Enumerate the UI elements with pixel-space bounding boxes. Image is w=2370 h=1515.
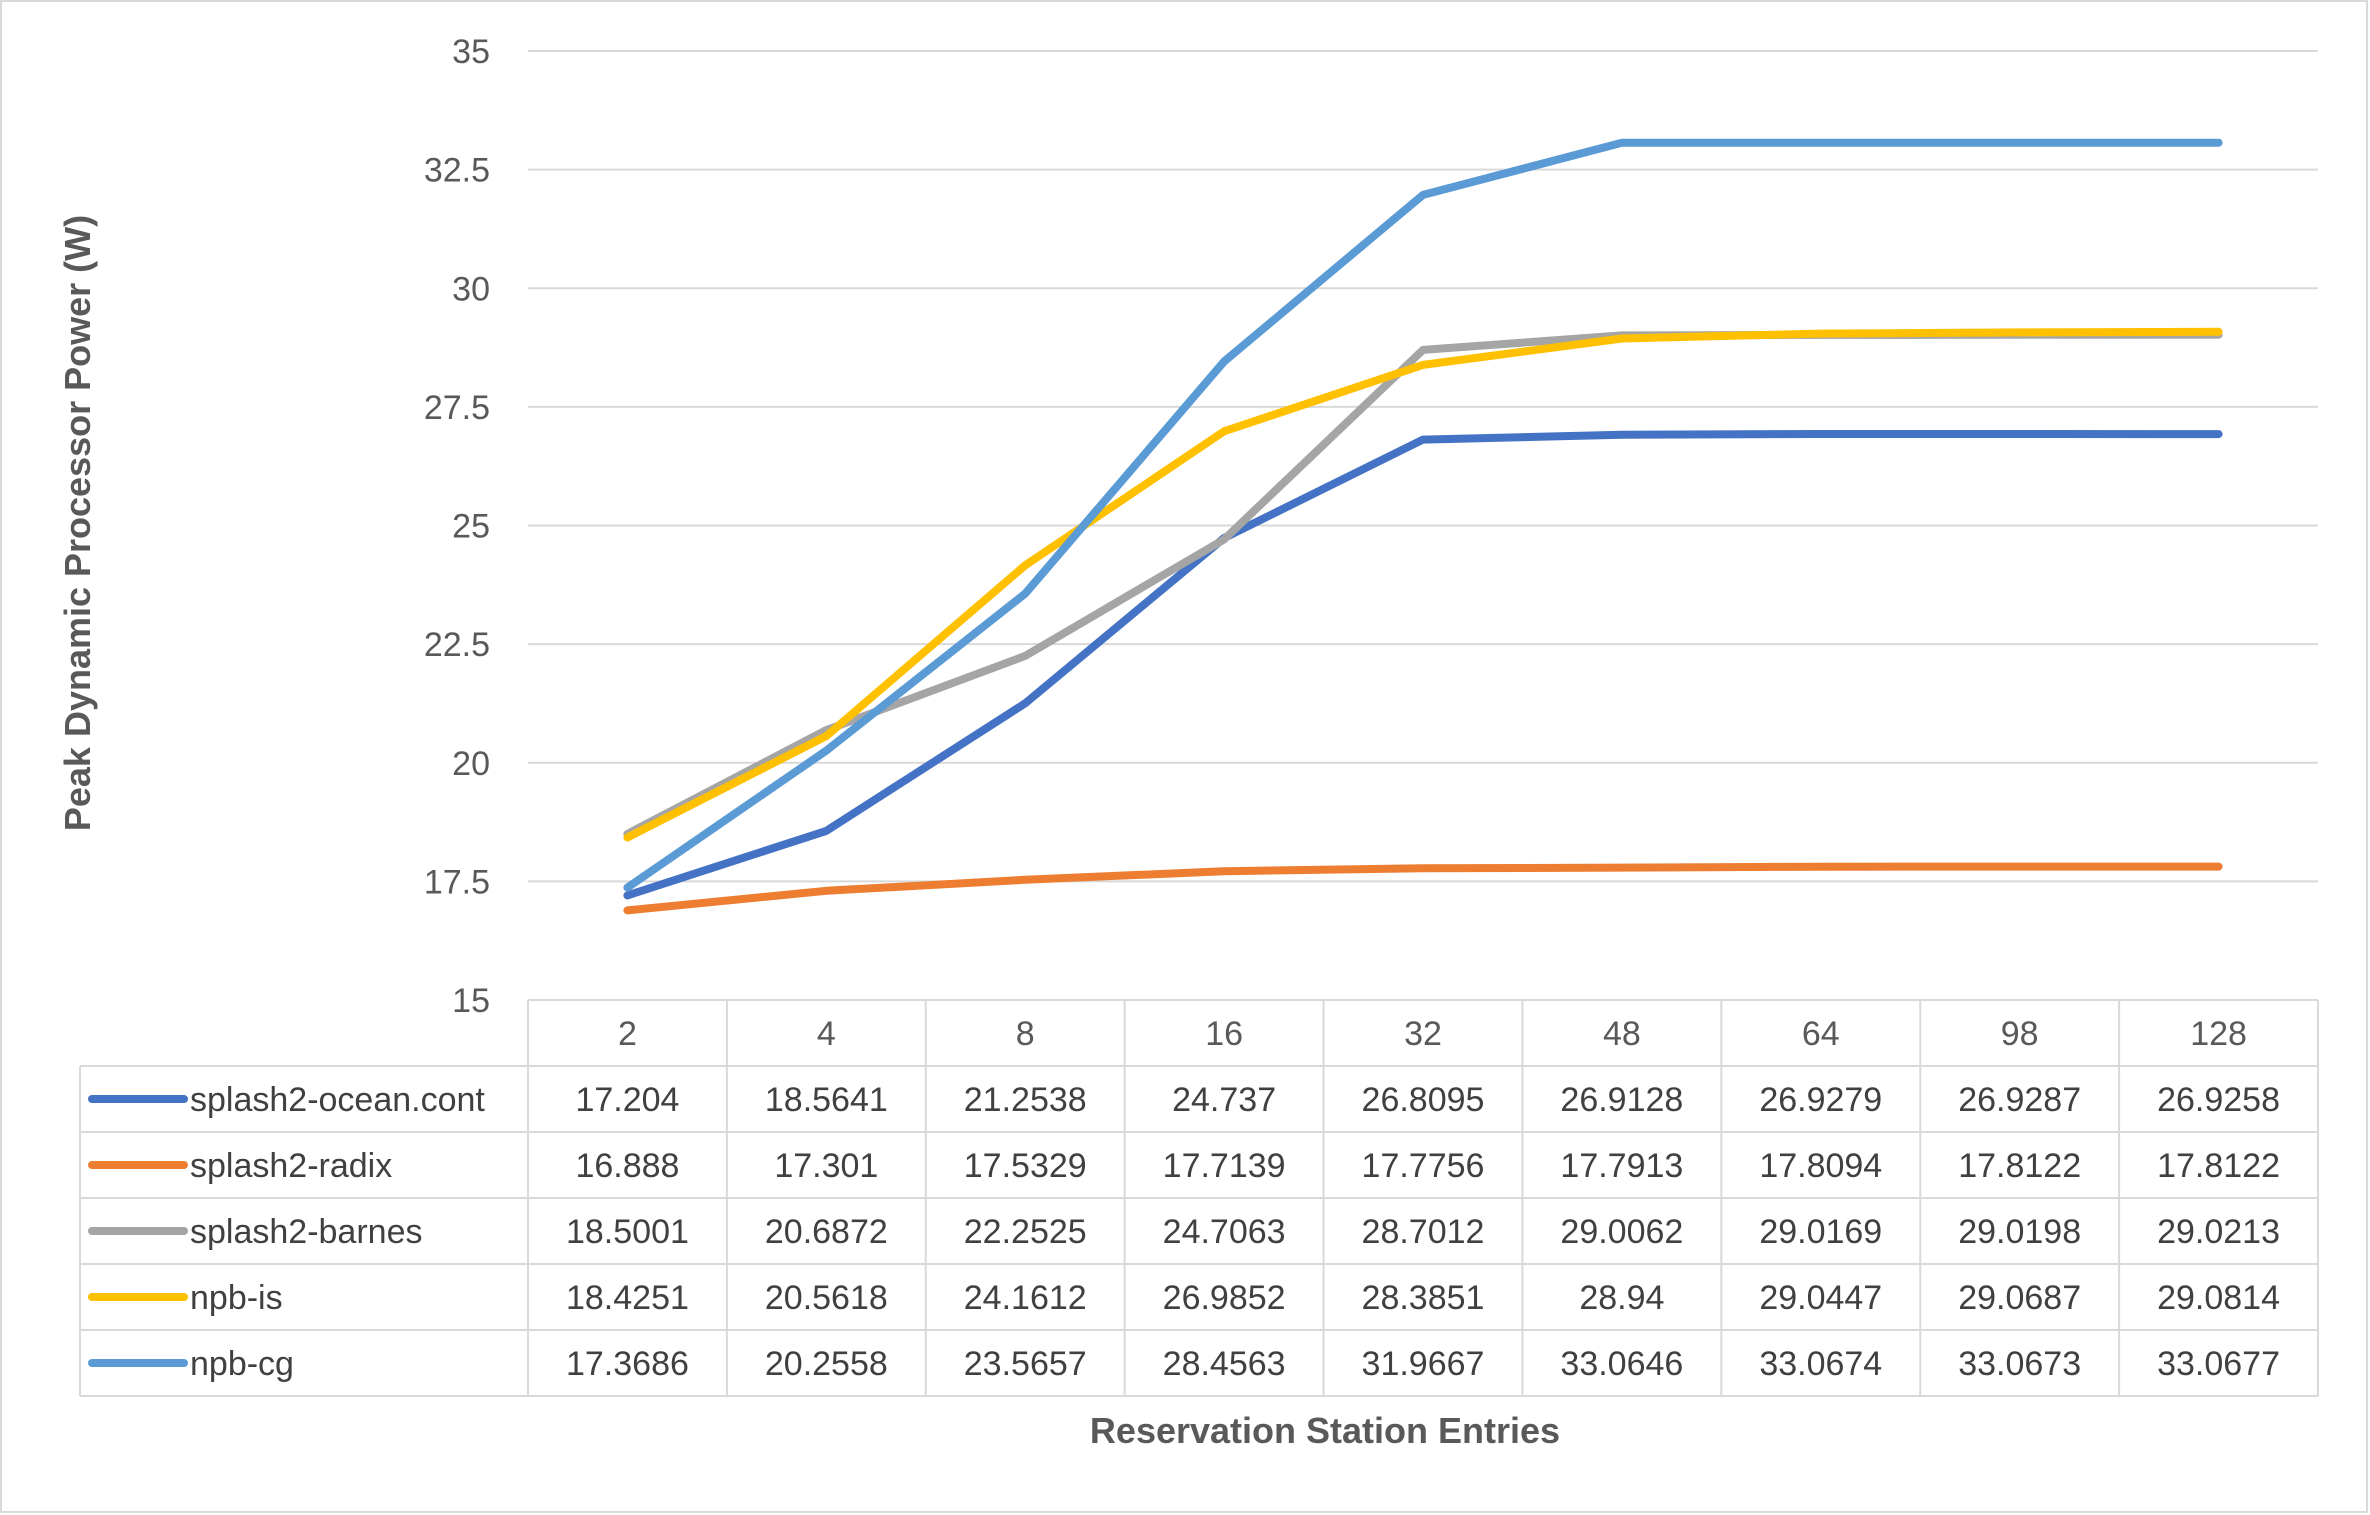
data-table-cell: 16.888 [575, 1147, 679, 1185]
data-table-cell: 26.9128 [1560, 1081, 1683, 1119]
data-table-cell: 33.0673 [1958, 1345, 2081, 1383]
data-table-cell: 17.7756 [1362, 1147, 1485, 1185]
x-category-label: 32 [1404, 1015, 1442, 1053]
legend-series-name: npb-cg [190, 1345, 294, 1383]
data-table-cell: 24.1612 [964, 1279, 1087, 1317]
data-table-cell: 18.5001 [566, 1213, 689, 1251]
data-table-cell: 29.0447 [1759, 1279, 1882, 1317]
data-table-cell: 17.3686 [566, 1345, 689, 1383]
data-table-cell: 29.0687 [1958, 1279, 2081, 1317]
data-table-cell: 20.5618 [765, 1279, 888, 1317]
x-category-label: 128 [2190, 1015, 2247, 1053]
series-lines [623, 138, 2223, 915]
data-table-cell: 26.9279 [1759, 1081, 1882, 1119]
data-table-cell: 29.0169 [1759, 1213, 1882, 1251]
data-table-cell: 28.94 [1579, 1279, 1664, 1317]
y-tick-label: 20 [452, 745, 490, 783]
data-table-cell: 33.0674 [1759, 1345, 1882, 1383]
data-table-cell: 20.6872 [765, 1213, 888, 1251]
legend-series-name: splash2-ocean.cont [190, 1081, 485, 1119]
legend-series-name: npb-is [190, 1279, 283, 1317]
data-table-cell: 17.5329 [964, 1147, 1087, 1185]
y-tick-label: 32.5 [424, 152, 490, 190]
y-tick-label: 22.5 [424, 626, 490, 664]
x-category-label: 4 [817, 1015, 836, 1053]
series-line [623, 327, 2223, 842]
data-table-cell: 24.737 [1172, 1081, 1276, 1119]
data-table-cell: 26.9287 [1958, 1081, 2081, 1119]
data-table-cell: 24.7063 [1163, 1213, 1286, 1251]
data-table-cell: 17.8122 [1958, 1147, 2081, 1185]
data-table-cell: 17.7139 [1163, 1147, 1286, 1185]
y-tick-label: 15 [452, 982, 490, 1020]
data-table-cell: 21.2538 [964, 1081, 1087, 1119]
y-tick-label: 35 [452, 33, 490, 71]
data-table-cell: 17.8122 [2157, 1147, 2280, 1185]
data-table-cell: 33.0677 [2157, 1345, 2280, 1383]
series-line [623, 138, 2223, 892]
data-table-cell: 28.4563 [1163, 1345, 1286, 1383]
data-table-cell: 28.7012 [1362, 1213, 1485, 1251]
data-table-cell: 17.7913 [1560, 1147, 1683, 1185]
data-table-cell: 20.2558 [765, 1345, 888, 1383]
data-table-cell: 26.8095 [1362, 1081, 1485, 1119]
series-line [623, 430, 2223, 900]
series-line [623, 862, 2223, 915]
x-category-label: 48 [1603, 1015, 1641, 1053]
legend-series-name: splash2-barnes [190, 1213, 422, 1251]
data-table-cell: 23.5657 [964, 1345, 1087, 1383]
data-table-cell: 29.0198 [1958, 1213, 2081, 1251]
gridlines [528, 50, 2318, 883]
y-tick-label: 17.5 [424, 863, 490, 901]
x-category-label: 16 [1205, 1015, 1243, 1053]
x-category-label: 8 [1016, 1015, 1035, 1053]
y-axis-ticks: 15 17.5 20 22.5 25 27.5 30 32.5 35 [424, 33, 490, 1020]
x-category-label: 64 [1802, 1015, 1840, 1053]
y-tick-label: 27.5 [424, 389, 490, 427]
data-table-cell: 29.0062 [1560, 1213, 1683, 1251]
x-axis-title: Reservation Station Entries [1090, 1410, 1560, 1451]
data-table-cell: 29.0213 [2157, 1213, 2280, 1251]
y-tick-label: 25 [452, 508, 490, 546]
y-tick-label: 30 [452, 270, 490, 308]
data-table-cell: 29.0814 [2157, 1279, 2280, 1317]
data-table-cell: 18.4251 [566, 1279, 689, 1317]
data-table-cell: 31.9667 [1362, 1345, 1485, 1383]
data-table-cell: 17.204 [575, 1081, 679, 1119]
data-table-cell: 33.0646 [1560, 1345, 1683, 1383]
x-category-label: 2 [618, 1015, 637, 1053]
data-table-cell: 26.9852 [1163, 1279, 1286, 1317]
data-table-cell: 22.2525 [964, 1213, 1087, 1251]
data-table-cell: 28.3851 [1362, 1279, 1485, 1317]
x-category-label: 98 [2001, 1015, 2039, 1053]
data-table-cell: 18.5641 [765, 1081, 888, 1119]
data-table-cell: 17.301 [774, 1147, 878, 1185]
legend-series-name: splash2-radix [190, 1147, 392, 1185]
data-table-cell: 26.9258 [2157, 1081, 2280, 1119]
y-axis-title: Peak Dynamic Processor Power (W) [57, 215, 98, 831]
data-table-cell: 17.8094 [1759, 1147, 1882, 1185]
